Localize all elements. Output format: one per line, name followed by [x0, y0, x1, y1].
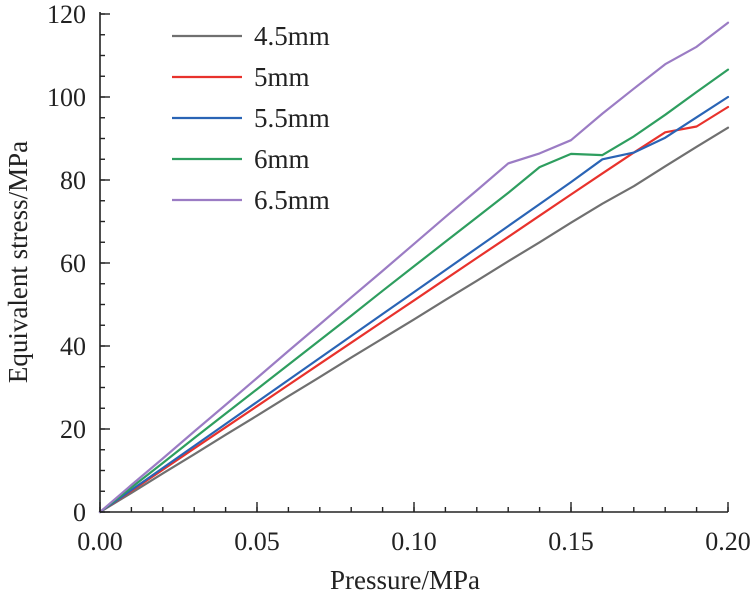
y-tick-label: 20 [60, 415, 86, 444]
x-tick-label: 0.05 [234, 527, 280, 556]
y-tick-label: 0 [73, 498, 86, 527]
y-tick-label: 40 [60, 332, 86, 361]
y-tick-label: 100 [47, 83, 86, 112]
x-tick-label: 0.20 [705, 527, 751, 556]
legend: 4.5mm 5mm 5.5mm 6mm 6.5mm [172, 21, 330, 215]
legend-label-6mm: 6mm [254, 144, 310, 174]
legend-label-4.5mm: 4.5mm [254, 21, 330, 51]
x-tick-label: 0.10 [391, 527, 437, 556]
axes: 0.00 0.05 0.10 0.15 0.20 0 20 40 60 80 100 120 [47, 0, 751, 556]
series-layer [98, 21, 730, 514]
y-tick-label: 80 [60, 166, 86, 195]
series-line-4.5mm [98, 126, 730, 514]
series-line-6.5mm [98, 21, 730, 514]
x-axis-title: Pressure/MPa [330, 565, 480, 595]
legend-label-6.5mm: 6.5mm [254, 185, 330, 215]
y-axis-title: Equivalent stress/MPa [3, 141, 33, 383]
legend-label-5mm: 5mm [254, 62, 310, 92]
series-line-5mm [98, 105, 730, 514]
y-tick-label: 60 [60, 249, 86, 278]
series-line-6mm [98, 68, 730, 514]
x-tick-label: 0.15 [548, 527, 594, 556]
y-tick-label: 120 [47, 0, 86, 29]
series-line-5.5mm [98, 95, 730, 514]
legend-label-5.5mm: 5.5mm [254, 103, 330, 133]
x-tick-label: 0.00 [77, 527, 123, 556]
